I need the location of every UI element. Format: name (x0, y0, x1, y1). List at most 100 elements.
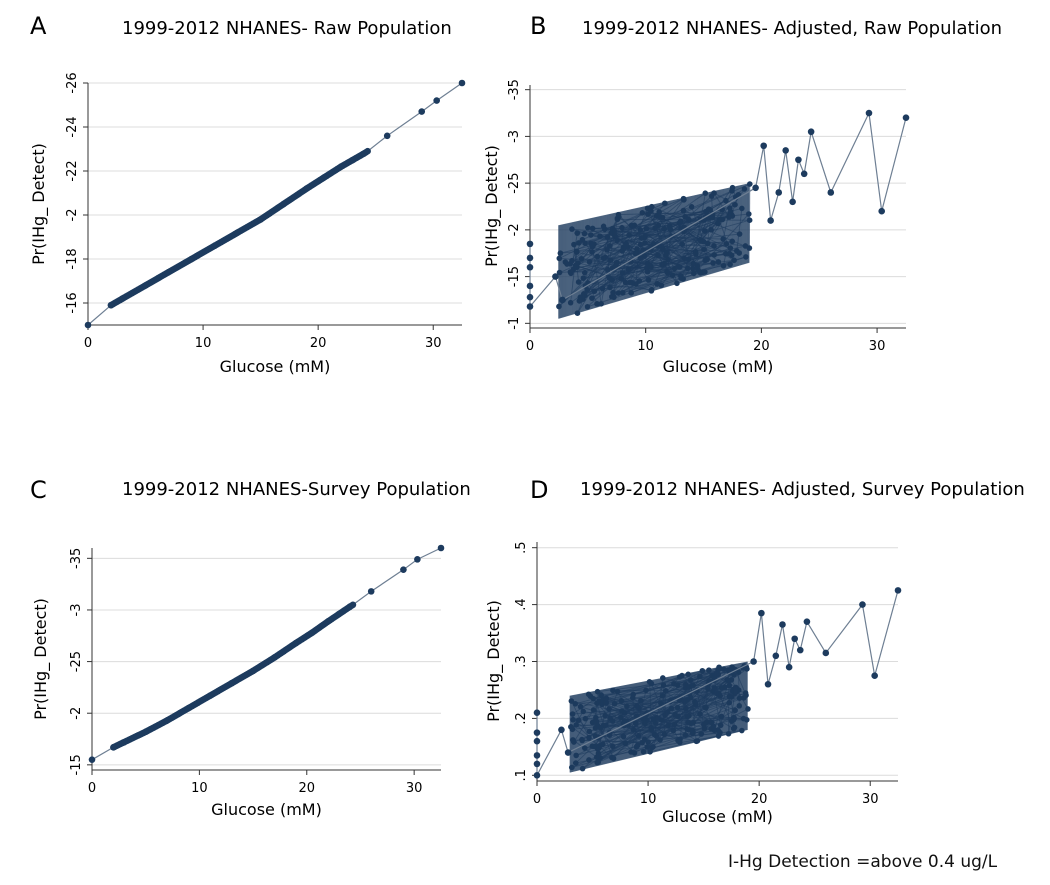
data-point (533, 772, 541, 779)
data-point (785, 663, 793, 671)
data-point (902, 114, 910, 122)
data-point (782, 147, 789, 154)
panel-title: 1999-2012 NHANES- Raw Population (122, 18, 452, 39)
data-point (437, 544, 445, 552)
data-point (367, 588, 375, 595)
y-tick-label: .5 (514, 541, 529, 553)
data-point (433, 97, 440, 104)
y-tick-label: -26 (65, 72, 80, 93)
y-tick-label: -2 (69, 707, 84, 720)
y-tick-label: -18 (65, 248, 80, 269)
panel-letter: A (30, 12, 47, 40)
data-point (458, 79, 466, 87)
data-point (142, 282, 149, 289)
y-tick-label: -1 (507, 317, 522, 330)
y-axis-label: Pr(IHg_ Detect) (31, 598, 51, 720)
data-point (796, 646, 804, 654)
data-point (564, 749, 572, 756)
y-tick-label: -25 (507, 173, 522, 194)
data-point (791, 635, 798, 643)
x-tick-label: 10 (191, 781, 208, 796)
data-point (526, 263, 534, 271)
x-tick-label: 10 (640, 792, 657, 807)
data-point (280, 200, 287, 208)
data-point (526, 303, 534, 310)
data-point (859, 601, 866, 608)
panel-letter: D (530, 476, 548, 504)
data-point (795, 156, 802, 164)
data-point (526, 293, 534, 301)
panel-title: 1999-2012 NHANES- Adjusted, Raw Populati… (582, 18, 1002, 39)
data-point (120, 738, 128, 746)
chart-panel-a: A 1999-2012 NHANES- Raw Population 0 10 20 30… (29, 12, 466, 376)
footnote: I-Hg Detection =above 0.4 ug/L (728, 852, 998, 872)
data-point (775, 189, 783, 196)
data-point (526, 282, 534, 290)
data-point (760, 142, 767, 150)
y-tick-label: -15 (69, 754, 84, 775)
x-axis-label: Glucose (mM) (211, 800, 322, 819)
data-point (894, 587, 902, 594)
data-point (750, 658, 757, 665)
data-point (807, 128, 815, 136)
data-point (559, 296, 566, 304)
x-tick-label: 20 (310, 336, 327, 351)
x-tick-label: 20 (298, 781, 315, 796)
data-point (752, 184, 759, 192)
data-point (185, 704, 192, 712)
y-tick-label: -2 (65, 209, 80, 222)
data-point (188, 255, 195, 263)
data-point (119, 295, 126, 302)
y-axis-label: Pr(IHg_ Detect) (482, 145, 502, 267)
data-point (107, 301, 115, 309)
data-point (414, 556, 421, 563)
data-point (292, 639, 300, 647)
y-tick-label: -16 (65, 292, 80, 313)
y-tick-label: -22 (65, 160, 80, 181)
data-point (552, 273, 559, 280)
y-tick-label: -35 (507, 79, 522, 100)
chart-panel-d: D 1999-2012 NHANES- Adjusted, Survey Popu… (484, 476, 1025, 826)
x-tick-label: 0 (84, 336, 92, 351)
panel-letter: C (30, 476, 47, 504)
y-axis-label: Pr(IHg_ Detect) (484, 600, 504, 722)
panel-letter: B (530, 12, 546, 40)
y-tick-label: -2 (507, 223, 522, 236)
panel-title: 1999-2012 NHANES-Survey Population (122, 479, 471, 500)
x-tick-label: 30 (425, 336, 442, 351)
data-point (349, 601, 357, 609)
x-tick-label: 0 (88, 781, 96, 796)
data-point (533, 737, 541, 745)
chart-panel-b: B 1999-2012 NHANES- Adjusted, Raw Populat… (482, 12, 1002, 376)
x-tick-label: 30 (862, 792, 879, 807)
data-point (865, 109, 873, 117)
data-point (249, 667, 257, 675)
y-tick-label: -25 (69, 651, 84, 672)
data-point (324, 618, 332, 625)
data-point (400, 566, 407, 573)
y-tick-label: -3 (507, 130, 522, 143)
x-axis-label: Glucose (mM) (663, 357, 774, 376)
data-point (526, 240, 534, 248)
data-point (878, 207, 886, 215)
data-point (320, 174, 328, 181)
data-point (308, 629, 316, 636)
data-point (764, 680, 772, 688)
data-point (110, 743, 117, 751)
data-point (211, 242, 218, 250)
data-point (206, 692, 214, 699)
y-tick-label: -35 (69, 548, 84, 569)
panel-title: 1999-2012 NHANES- Adjusted, Survey Popul… (580, 479, 1025, 500)
data-point (335, 610, 343, 618)
x-tick-label: 20 (753, 339, 770, 354)
data-point (88, 756, 96, 763)
x-tick-label: 10 (637, 339, 654, 354)
x-axis-label: Glucose (mM) (662, 807, 773, 826)
y-tick-label: -3 (69, 603, 84, 616)
x-tick-label: 0 (533, 792, 541, 807)
y-axis-label: Pr(IHg_ Detect) (29, 143, 49, 265)
chart-panel-c: C 1999-2012 NHANES-Survey Population 0 10 20… (30, 476, 471, 819)
data-point (165, 268, 172, 276)
data-point (789, 198, 796, 206)
series-line (91, 547, 442, 761)
